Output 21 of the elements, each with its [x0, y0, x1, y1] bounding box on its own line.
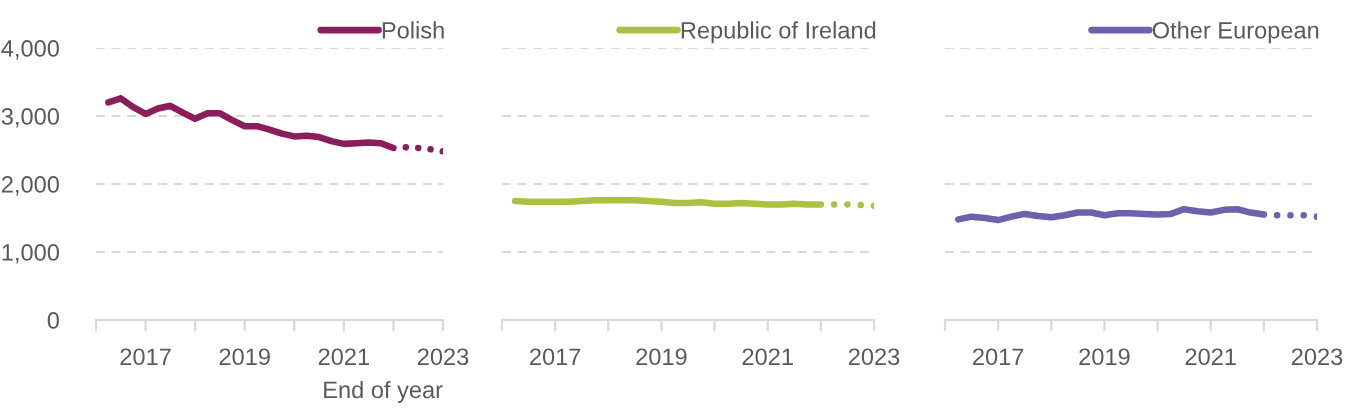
x-tick-label: 2021	[742, 348, 793, 366]
y-tick-label: 3,000	[1, 108, 59, 128]
x-tick-label: 2019	[1079, 348, 1130, 366]
y-tick-label: 0	[47, 312, 59, 329]
x-tick-label: 2017	[120, 348, 171, 366]
x-tick-label: 2023	[848, 348, 900, 366]
x-tick-label: 2019	[219, 348, 270, 366]
x-tick-label: 2017	[530, 348, 581, 366]
y-tick-label: 2,000	[2, 176, 59, 196]
x-tick-label: 2021	[318, 348, 369, 366]
y-tick-label: 4,000	[1, 40, 59, 60]
y-tick-label: 1,000	[2, 244, 59, 264]
x-tick-label: 2023	[1291, 348, 1343, 366]
x-tick-label: 2023	[417, 348, 469, 366]
x-tick-label: 2021	[1185, 348, 1236, 366]
x-tick-label: 2019	[636, 348, 687, 366]
legend-label: Republic of Ireland	[681, 21, 876, 44]
legend-label: Polish	[382, 21, 444, 39]
x-tick-label: 2017	[973, 348, 1024, 366]
x-axis-title: End of year	[324, 380, 443, 403]
legend-label: Other European	[1152, 21, 1319, 44]
